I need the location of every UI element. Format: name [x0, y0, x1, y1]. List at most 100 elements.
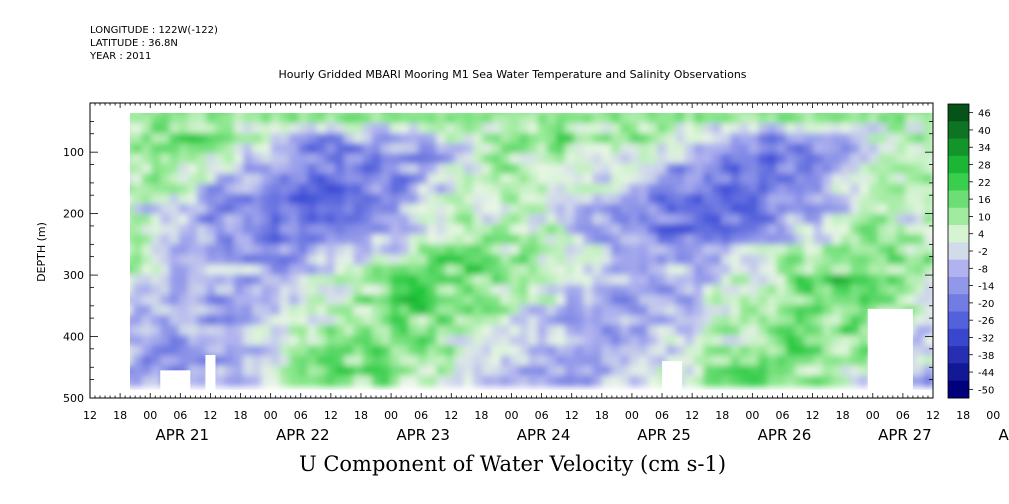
heatmap-cell [776, 264, 787, 276]
heatmap-cell [813, 203, 824, 216]
heatmap-cell [841, 224, 852, 236]
heatmap-cell [206, 315, 217, 327]
heatmap-cell [187, 193, 199, 205]
heatmap-cell [141, 153, 153, 165]
heatmap-cell [114, 184, 124, 195]
heatmap-cell [509, 183, 521, 195]
heatmap-cell [178, 143, 189, 155]
heatmap-cell [629, 123, 640, 135]
heatmap-cell [151, 113, 162, 125]
heatmap-cell [151, 173, 162, 185]
heatmap-cell [371, 304, 383, 317]
heatmap-cell [620, 244, 631, 256]
heatmap-cell [914, 365, 925, 377]
heatmap-cell [675, 183, 686, 195]
heatmap-cell [629, 315, 640, 327]
heatmap-cell [408, 234, 419, 246]
heatmap-cell [509, 203, 521, 216]
heatmap-cell [500, 345, 511, 357]
colorbar-band [948, 225, 969, 243]
heatmap-cell [546, 264, 557, 276]
colorbar-label: 10 [978, 212, 991, 223]
heatmap-cell [519, 315, 530, 327]
colorbar-label: -20 [978, 299, 994, 310]
heatmap-cell [427, 274, 438, 286]
heatmap-cell [169, 274, 180, 286]
heatmap-cell [298, 304, 309, 317]
heatmap-cell [473, 113, 484, 125]
heatmap-cell [252, 123, 263, 135]
heatmap-cell [445, 214, 456, 226]
heatmap-cell [105, 295, 115, 306]
heatmap-cell [381, 274, 392, 286]
heatmap-cell [454, 365, 465, 377]
heatmap-cell [850, 224, 861, 236]
heatmap-cell [804, 315, 815, 327]
heatmap-cell [620, 163, 631, 175]
heatmap-cell [905, 193, 916, 205]
heatmap-cell [739, 274, 751, 286]
heatmap-cell [482, 193, 493, 205]
heatmap-cell [500, 335, 511, 347]
heatmap-cell [500, 355, 511, 367]
heatmap-cell [316, 214, 327, 226]
heatmap-cell [197, 203, 208, 216]
heatmap-cell [436, 274, 447, 286]
heatmap-cell [647, 284, 659, 296]
heatmap-cell [712, 375, 723, 387]
heatmap-cell [693, 143, 705, 155]
heatmap-cell [279, 345, 291, 357]
heatmap-cell [463, 203, 475, 216]
heatmap-cell [730, 345, 741, 357]
heatmap-cell [353, 264, 364, 276]
heatmap-cell [362, 244, 373, 256]
heatmap-cell [500, 315, 511, 327]
colorbar-band [948, 311, 969, 330]
heatmap-cell [473, 173, 484, 185]
heatmap-cell [841, 294, 852, 306]
heatmap-cell [325, 113, 337, 125]
heatmap-cell [601, 193, 613, 205]
heatmap-cell [592, 173, 603, 185]
heatmap-cell [132, 284, 143, 296]
heatmap-cell [243, 123, 254, 135]
heatmap-cell [335, 153, 346, 165]
heatmap-cell [795, 173, 806, 185]
heatmap-cell [868, 224, 879, 236]
heatmap-cell [316, 254, 327, 266]
heatmap-cell [914, 375, 925, 387]
heatmap-cell [509, 143, 521, 155]
heatmap-cell [482, 365, 493, 377]
colorbar-band [948, 363, 969, 382]
heatmap-cell [749, 345, 760, 357]
heatmap-cell [151, 224, 162, 236]
heatmap-cell [822, 335, 833, 347]
heatmap-cell [289, 365, 300, 377]
heatmap-cell [141, 224, 153, 236]
heatmap-cell [252, 365, 263, 377]
heatmap-cell [436, 143, 447, 155]
heatmap-cell [463, 294, 475, 306]
heatmap-cell [105, 345, 115, 356]
heatmap-cell [491, 284, 502, 296]
heatmap-cell [335, 365, 346, 377]
heatmap-cell [298, 244, 309, 256]
heatmap-cell [408, 113, 419, 125]
heatmap-cell [601, 183, 613, 195]
heatmap-cell [905, 224, 916, 236]
heatmap-cell [399, 264, 410, 276]
heatmap-cell [565, 375, 576, 387]
heatmap-cell [785, 294, 797, 306]
heatmap-cell [325, 173, 337, 185]
heatmap-cell [831, 143, 843, 155]
heatmap-cell [666, 203, 677, 216]
heatmap-cell [307, 365, 318, 377]
heatmap-cell [316, 375, 327, 387]
heatmap-cell [675, 203, 686, 216]
heatmap-cell [344, 183, 355, 195]
heatmap-cell [289, 294, 300, 306]
heatmap-cell [114, 295, 124, 306]
heatmap-cell [141, 375, 153, 387]
heatmap-cell [178, 335, 189, 347]
heatmap-cell [344, 224, 355, 236]
